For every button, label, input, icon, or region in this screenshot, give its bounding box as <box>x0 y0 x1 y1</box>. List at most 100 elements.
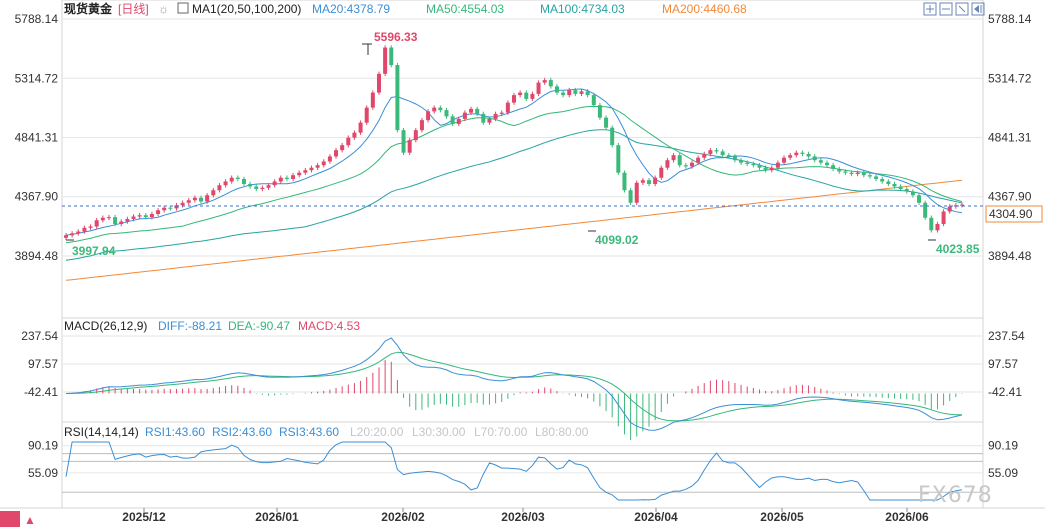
candle-body <box>137 215 142 217</box>
time-tick-label: 2026/05 <box>760 510 804 524</box>
candle-body <box>174 205 179 209</box>
rsi-header: RSI(14,14,14) RSI1:43.60 RSI2:43.60 RSI3… <box>64 425 589 439</box>
macd-dea-line <box>65 351 962 422</box>
candle-body <box>419 120 424 131</box>
time-tick-label: 2025/12 <box>122 510 166 524</box>
candle-body <box>432 107 437 112</box>
candle-body <box>106 217 111 219</box>
logo-mark <box>0 511 20 527</box>
candle-body <box>953 205 958 207</box>
candle-body <box>241 178 246 184</box>
candle-body <box>665 160 670 168</box>
macd-value: MACD:4.53 <box>298 319 360 333</box>
price-tick-right: 4367.90 <box>988 190 1032 204</box>
rsi3-value: RSI3:43.60 <box>279 425 339 439</box>
candle-body <box>229 177 234 182</box>
ma50-line <box>65 105 963 244</box>
rsi-label: RSI(14,14,14) <box>64 425 139 439</box>
candle-body <box>235 177 240 179</box>
high-annotation: 5596.33 <box>374 30 418 44</box>
candle-body <box>248 183 253 187</box>
candle-body <box>346 137 351 146</box>
ma20-line <box>65 88 963 236</box>
candle-body <box>389 47 394 66</box>
candle-body <box>284 177 289 179</box>
candle-body <box>82 227 87 232</box>
candle-body <box>634 182 639 203</box>
period-label[interactable]: [日线] <box>118 2 149 16</box>
candle-body <box>340 145 345 151</box>
macd-tick-left: -42.41 <box>24 385 58 399</box>
fit-icon[interactable] <box>955 2 969 16</box>
candle-body <box>898 186 903 189</box>
candle-body <box>481 113 486 123</box>
candle-body <box>180 202 185 206</box>
candle-body <box>499 112 504 114</box>
time-tick-label: 2026/04 <box>634 510 678 524</box>
candle-body <box>861 172 866 176</box>
candle-body <box>125 219 130 222</box>
candle-body <box>886 181 891 184</box>
candle-body <box>487 118 492 123</box>
candle-body <box>867 175 872 177</box>
ma100-value: MA100:4734.03 <box>540 2 625 16</box>
candle-body <box>732 156 737 161</box>
rsi-panel <box>61 421 984 509</box>
rsi-grid: 90.19 90.19 55.09 55.09 <box>28 439 1018 493</box>
rsi-line <box>65 441 963 501</box>
ma-label: MA1(20,50,100,200) <box>192 2 301 16</box>
candle-body <box>162 207 167 211</box>
ma100-line <box>65 129 963 261</box>
rsi-l30: L30:30.00 <box>412 425 466 439</box>
candle-body <box>426 111 431 121</box>
candle-body <box>610 127 615 146</box>
candle-body <box>334 150 339 157</box>
candle-body <box>831 165 836 169</box>
scroll-end-icon[interactable] <box>971 2 985 16</box>
candle-body <box>131 216 136 220</box>
candle-body <box>352 132 357 138</box>
candle-body <box>616 145 621 173</box>
candle-body <box>585 91 590 96</box>
candle-body <box>579 91 584 94</box>
macd-diff: DIFF:-88.21 <box>158 319 222 333</box>
candle-body <box>843 171 848 173</box>
candle-body <box>254 186 259 189</box>
rsi-l70: L70:70.00 <box>474 425 528 439</box>
candle-body <box>315 165 320 168</box>
macd-tick-right: -42.41 <box>988 385 1022 399</box>
candle-body <box>763 167 768 171</box>
rsi-tick-right: 55.09 <box>988 466 1018 480</box>
candle-body <box>456 118 461 124</box>
candle-body <box>327 156 332 162</box>
zoom-in-icon[interactable] <box>923 2 937 16</box>
candle-body <box>739 160 744 163</box>
price-tick-left: 4841.31 <box>15 131 59 145</box>
candle-body <box>714 150 719 152</box>
candle-body <box>297 172 302 176</box>
indicator-icon[interactable] <box>177 2 189 14</box>
zoom-out-icon[interactable] <box>939 2 953 16</box>
candle-body <box>364 107 369 123</box>
main-panel <box>61 0 984 319</box>
candle-body <box>113 217 118 225</box>
main-grid: 5788.14 5788.14 5314.72 5314.72 4841.31 4841.… <box>15 12 1032 263</box>
candle-body <box>751 163 756 166</box>
candle-body <box>745 162 750 164</box>
candle-body <box>683 165 688 167</box>
candle-body <box>199 197 204 202</box>
price-tick-left: 4367.90 <box>15 190 59 204</box>
candle-body <box>818 160 823 163</box>
macd-panel <box>61 317 984 423</box>
candle-body <box>223 181 228 186</box>
settings-icon[interactable]: ☼ <box>158 2 169 16</box>
candle-body <box>696 157 701 163</box>
candle-body <box>475 108 480 114</box>
macd-histogram <box>71 360 963 441</box>
macd-label: MACD(26,12,9) <box>64 319 147 333</box>
rsi-tick-left: 90.19 <box>28 439 58 453</box>
candle-body <box>94 220 99 227</box>
candle-body <box>947 206 952 212</box>
price-tick-right: 5788.14 <box>988 12 1032 26</box>
